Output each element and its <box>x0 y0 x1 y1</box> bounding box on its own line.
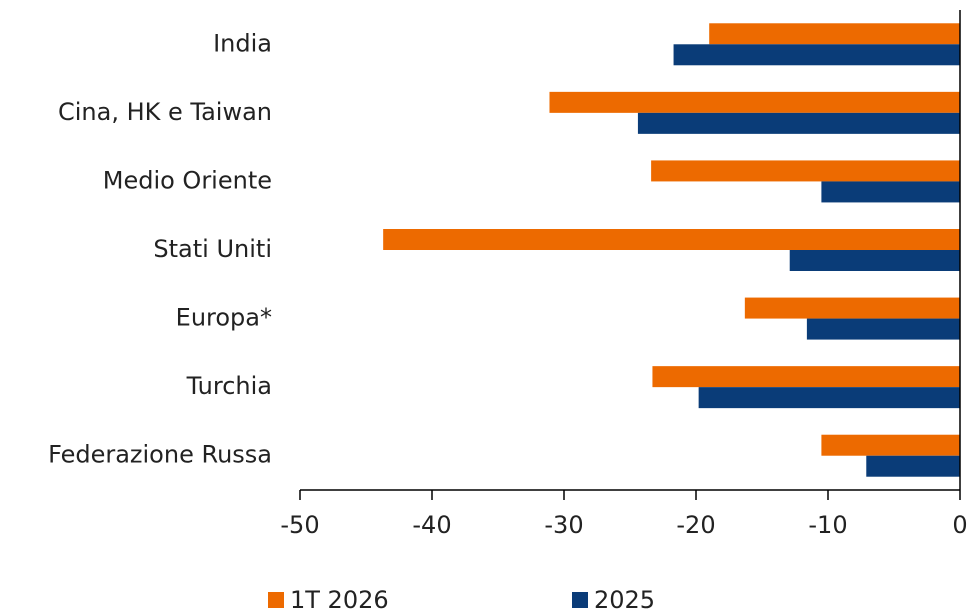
bar <box>673 44 960 66</box>
bar <box>821 434 960 456</box>
y-tick-label: Medio Oriente <box>103 166 272 194</box>
bar <box>549 91 960 113</box>
bar <box>709 23 960 45</box>
bar <box>652 366 960 388</box>
legend-label: 1T 2026 <box>290 586 389 612</box>
bar <box>821 181 960 203</box>
bar <box>806 318 960 340</box>
y-tick-label: Cina, HK e Taiwan <box>58 98 272 126</box>
bar <box>744 297 960 319</box>
y-tick-label: Turchia <box>186 372 272 400</box>
y-tick-label: Stati Uniti <box>153 235 272 263</box>
y-tick-label: India <box>213 29 272 57</box>
bar <box>383 229 960 250</box>
x-tick-label: -40 <box>412 511 451 539</box>
x-tick-label: 0 <box>952 511 967 539</box>
y-tick-label: Federazione Russa <box>48 441 272 469</box>
bar <box>651 160 960 182</box>
bar <box>698 387 960 409</box>
legend-swatch <box>268 592 284 608</box>
x-tick-label: -10 <box>808 511 847 539</box>
x-tick-label: -20 <box>676 511 715 539</box>
x-tick-label: -50 <box>280 511 319 539</box>
y-tick-label: Europa* <box>176 304 272 332</box>
bar <box>789 250 960 271</box>
bar <box>637 112 960 134</box>
legend-swatch <box>572 592 588 608</box>
bar <box>866 455 960 477</box>
legend-label: 2025 <box>594 586 655 612</box>
x-tick-label: -30 <box>544 511 583 539</box>
